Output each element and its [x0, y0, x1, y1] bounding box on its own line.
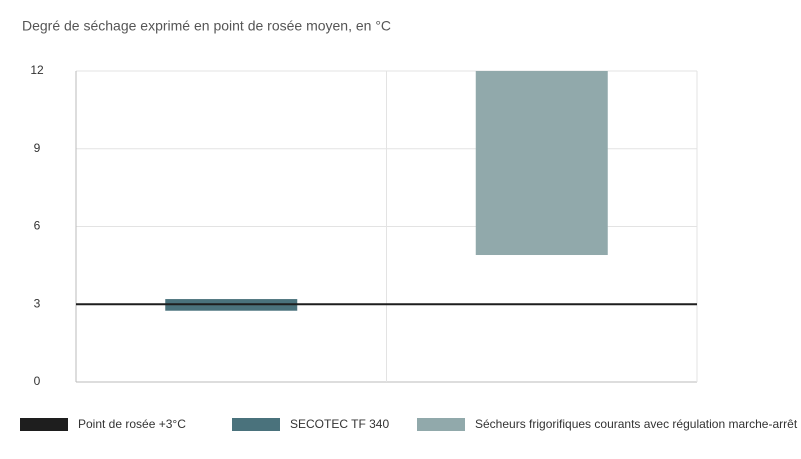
legend-label: SECOTEC TF 340	[290, 417, 389, 431]
legend-swatch	[20, 418, 68, 431]
legend-swatch	[232, 418, 280, 431]
legend-label: Sécheurs frigorifiques courants avec rég…	[475, 417, 798, 431]
y-tick-label: 9	[34, 141, 41, 155]
y-tick-label: 0	[34, 374, 41, 388]
y-tick-label: 6	[34, 219, 41, 233]
chart-title: Degré de séchage exprimé en point de ros…	[22, 18, 391, 34]
bar	[475, 71, 608, 256]
y-tick-label: 3	[34, 296, 41, 310]
legend-swatch	[417, 418, 465, 431]
y-tick-label: 12	[30, 63, 44, 77]
legend-label: Point de rosée +3°C	[78, 417, 186, 431]
